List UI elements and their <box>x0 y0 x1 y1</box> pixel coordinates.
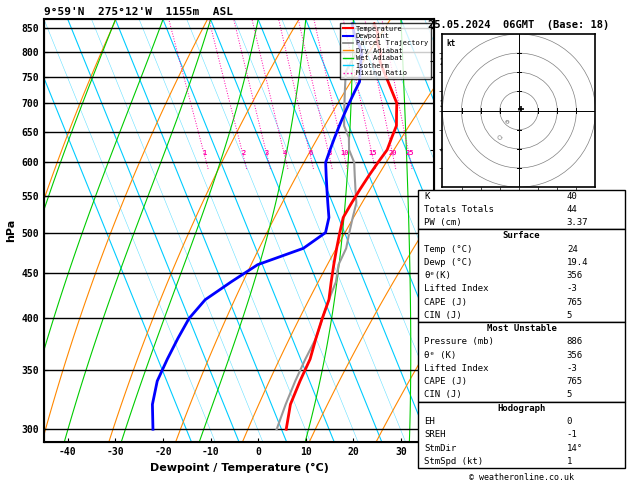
Text: -3: -3 <box>567 284 577 294</box>
Text: 8: 8 <box>327 150 331 156</box>
Bar <box>418 190 625 229</box>
Y-axis label: km
ASL: km ASL <box>447 221 469 241</box>
Text: LCL: LCL <box>435 412 448 418</box>
Text: EH: EH <box>425 417 435 426</box>
Y-axis label: hPa: hPa <box>6 219 16 243</box>
Text: PW (cm): PW (cm) <box>425 218 462 227</box>
Text: 15: 15 <box>368 150 377 156</box>
Text: 6: 6 <box>308 150 313 156</box>
Text: © weatheronline.co.uk: © weatheronline.co.uk <box>469 473 574 482</box>
Bar <box>418 229 625 322</box>
Text: 356: 356 <box>567 271 583 280</box>
Text: 765: 765 <box>567 298 583 307</box>
Text: Dewp (°C): Dewp (°C) <box>425 258 473 267</box>
Text: Temp (°C): Temp (°C) <box>425 244 473 254</box>
Text: kt: kt <box>446 38 455 48</box>
Text: 3.37: 3.37 <box>567 218 588 227</box>
Text: 19.4: 19.4 <box>567 258 588 267</box>
Text: -3: -3 <box>567 364 577 373</box>
Text: θᵉ(K): θᵉ(K) <box>425 271 452 280</box>
Text: StmSpd (kt): StmSpd (kt) <box>425 457 484 466</box>
Text: Surface: Surface <box>503 231 540 241</box>
Text: 1: 1 <box>567 457 572 466</box>
Text: 0: 0 <box>567 417 572 426</box>
Text: 5: 5 <box>567 390 572 399</box>
Legend: Temperature, Dewpoint, Parcel Trajectory, Dry Adiabat, Wet Adiabat, Isotherm, Mi: Temperature, Dewpoint, Parcel Trajectory… <box>340 23 431 79</box>
Bar <box>418 322 625 401</box>
Text: CIN (J): CIN (J) <box>425 311 462 320</box>
Text: 1: 1 <box>203 150 207 156</box>
Text: 765: 765 <box>567 377 583 386</box>
Bar <box>418 401 625 468</box>
Text: Hodograph: Hodograph <box>498 404 545 413</box>
Text: 24: 24 <box>567 244 577 254</box>
Text: -1: -1 <box>567 430 577 439</box>
Text: 4: 4 <box>282 150 287 156</box>
Text: 356: 356 <box>567 351 583 360</box>
Text: 14°: 14° <box>567 444 583 452</box>
Text: 2: 2 <box>241 150 245 156</box>
Text: 3: 3 <box>265 150 269 156</box>
Text: 25: 25 <box>405 150 414 156</box>
Text: Lifted Index: Lifted Index <box>425 364 489 373</box>
Text: Lifted Index: Lifted Index <box>425 284 489 294</box>
Text: 5: 5 <box>567 311 572 320</box>
Text: 10: 10 <box>340 150 348 156</box>
Text: K: K <box>425 191 430 201</box>
Text: 25.05.2024  06GMT  (Base: 18): 25.05.2024 06GMT (Base: 18) <box>428 20 610 31</box>
Text: θᵉ (K): θᵉ (K) <box>425 351 457 360</box>
Text: 40: 40 <box>567 191 577 201</box>
X-axis label: Dewpoint / Temperature (°C): Dewpoint / Temperature (°C) <box>150 463 328 473</box>
Text: SREH: SREH <box>425 430 446 439</box>
Text: Totals Totals: Totals Totals <box>425 205 494 214</box>
Text: StmDir: StmDir <box>425 444 457 452</box>
Text: 9°59'N  275°12'W  1155m  ASL: 9°59'N 275°12'W 1155m ASL <box>44 7 233 17</box>
Text: 44: 44 <box>567 205 577 214</box>
Text: Pressure (mb): Pressure (mb) <box>425 337 494 347</box>
Text: CAPE (J): CAPE (J) <box>425 377 467 386</box>
Text: Most Unstable: Most Unstable <box>486 324 557 333</box>
Text: CIN (J): CIN (J) <box>425 390 462 399</box>
Text: 20: 20 <box>389 150 398 156</box>
Text: CAPE (J): CAPE (J) <box>425 298 467 307</box>
Text: 886: 886 <box>567 337 583 347</box>
